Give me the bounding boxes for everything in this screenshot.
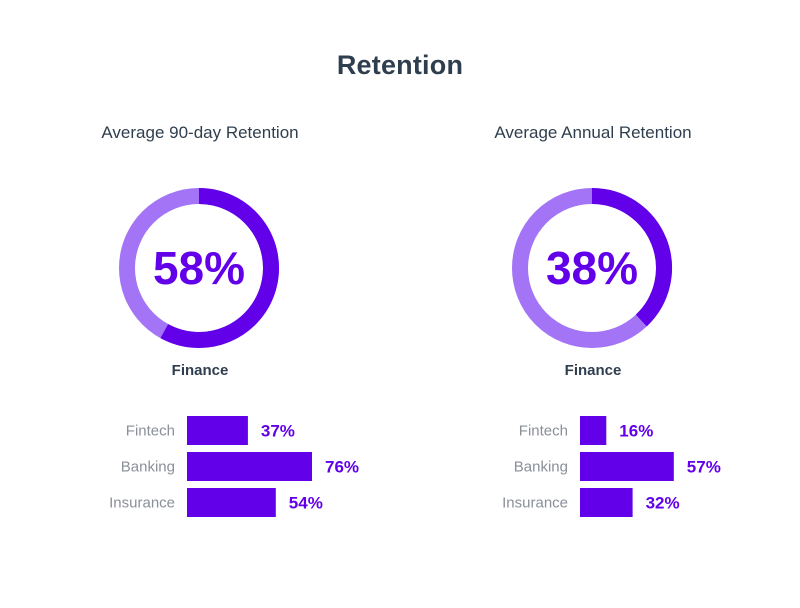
chart-title: Retention bbox=[336, 50, 464, 80]
bar-value-label: 16% bbox=[619, 422, 653, 441]
donut-value-label: 58% bbox=[153, 242, 245, 294]
donut-title: Average 90-day Retention bbox=[101, 123, 299, 142]
bar-value-label: 54% bbox=[289, 494, 323, 513]
bar bbox=[187, 416, 248, 445]
bar bbox=[580, 452, 674, 481]
bar-value-label: 37% bbox=[261, 422, 295, 441]
donut-title: Average Annual Retention bbox=[494, 123, 692, 142]
donut-category-label: Finance bbox=[171, 362, 229, 379]
bar-category-label: Insurance bbox=[109, 495, 175, 512]
bar bbox=[187, 488, 276, 517]
bar-chart: Fintech 37% Banking 76% Insurance 54% bbox=[109, 416, 359, 517]
bar-value-label: 76% bbox=[325, 458, 359, 477]
donut-value-label: 38% bbox=[546, 242, 638, 294]
bar-value-label: 32% bbox=[646, 494, 680, 513]
bar-value-label: 57% bbox=[687, 458, 721, 477]
donut-arc bbox=[591, 188, 672, 327]
donut-chart: 58% bbox=[119, 188, 279, 348]
bar-category-label: Banking bbox=[514, 459, 568, 476]
bar bbox=[187, 452, 312, 481]
bar-chart: Fintech 16% Banking 57% Insurance 32% bbox=[502, 416, 721, 517]
panel-annual: Average Annual Retention 38% Finance Fin… bbox=[393, 0, 793, 608]
bar-category-label: Insurance bbox=[502, 495, 568, 512]
bar bbox=[580, 488, 633, 517]
donut-arc bbox=[160, 188, 279, 348]
bar bbox=[580, 416, 607, 445]
donut-category-label: Finance bbox=[564, 362, 622, 379]
donut-chart: 38% bbox=[512, 188, 672, 348]
panel-90-day: Average 90-day Retention 58% Finance Fin… bbox=[101, 123, 359, 517]
bar-category-label: Banking bbox=[121, 459, 175, 476]
bar-category-label: Fintech bbox=[126, 423, 175, 440]
bar-category-label: Fintech bbox=[519, 423, 568, 440]
